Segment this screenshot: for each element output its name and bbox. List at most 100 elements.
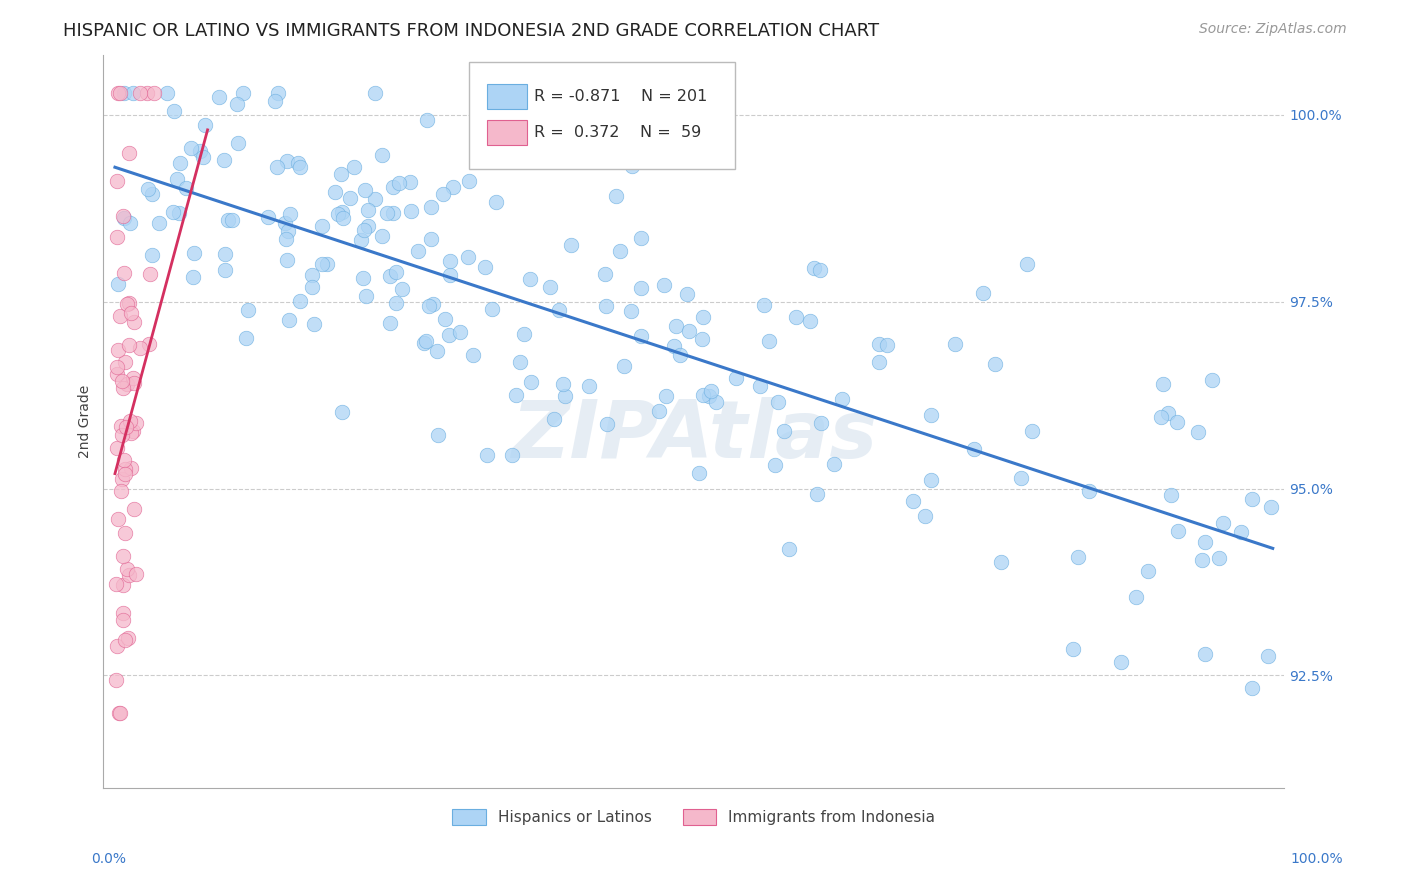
Point bbox=[118, 568, 141, 582]
Point bbox=[665, 318, 688, 333]
Point bbox=[353, 223, 375, 237]
Point bbox=[276, 252, 298, 267]
Point bbox=[105, 360, 128, 375]
Point bbox=[110, 86, 132, 100]
Point bbox=[226, 96, 249, 111]
Point bbox=[1125, 590, 1147, 604]
Point bbox=[107, 277, 129, 291]
Point bbox=[277, 313, 299, 327]
Point bbox=[221, 213, 243, 227]
Point bbox=[806, 487, 828, 501]
Point bbox=[560, 238, 582, 252]
Point bbox=[1021, 424, 1043, 438]
Legend: Hispanics or Latinos, Immigrants from Indonesia: Hispanics or Latinos, Immigrants from In… bbox=[446, 803, 942, 831]
Point bbox=[461, 348, 484, 362]
Point bbox=[808, 262, 831, 277]
Point bbox=[432, 187, 454, 202]
Point bbox=[1187, 425, 1209, 439]
Point bbox=[388, 176, 411, 190]
Point bbox=[676, 287, 699, 301]
Text: R =  0.372    N =  59: R = 0.372 N = 59 bbox=[534, 125, 702, 140]
Point bbox=[630, 329, 652, 343]
Point bbox=[763, 458, 786, 473]
Point bbox=[1109, 656, 1132, 670]
Point bbox=[278, 207, 301, 221]
Point bbox=[107, 343, 129, 358]
Point bbox=[501, 449, 523, 463]
Point bbox=[420, 200, 443, 214]
Point bbox=[128, 341, 150, 355]
FancyBboxPatch shape bbox=[470, 62, 735, 169]
Point bbox=[1241, 492, 1264, 507]
Point bbox=[114, 525, 136, 540]
Point bbox=[180, 141, 202, 155]
Point bbox=[1067, 550, 1090, 565]
Point bbox=[287, 155, 309, 169]
Point bbox=[256, 210, 278, 224]
Point bbox=[477, 448, 499, 462]
Point bbox=[183, 270, 205, 285]
Point bbox=[415, 334, 437, 348]
Point bbox=[105, 577, 128, 591]
Point bbox=[551, 377, 574, 392]
Point bbox=[332, 211, 354, 226]
Point bbox=[111, 606, 134, 620]
Point bbox=[343, 160, 366, 174]
Point bbox=[803, 260, 825, 275]
Point bbox=[439, 254, 461, 268]
Point bbox=[697, 389, 720, 403]
Point bbox=[385, 265, 408, 279]
Point bbox=[725, 370, 748, 384]
Point bbox=[1212, 516, 1234, 531]
Point bbox=[214, 247, 236, 261]
Point bbox=[669, 348, 692, 362]
Point bbox=[810, 416, 832, 430]
Point bbox=[330, 167, 353, 181]
Point bbox=[110, 419, 132, 434]
Point bbox=[778, 541, 800, 556]
Point bbox=[990, 555, 1012, 569]
Point bbox=[416, 112, 439, 127]
Point bbox=[107, 86, 129, 100]
Point bbox=[112, 86, 135, 100]
Point bbox=[194, 118, 217, 132]
Point bbox=[380, 269, 402, 284]
Point bbox=[115, 562, 138, 576]
Point bbox=[630, 281, 652, 295]
Point bbox=[420, 232, 443, 246]
Point bbox=[125, 416, 148, 430]
Point bbox=[678, 324, 700, 338]
Point bbox=[169, 155, 191, 169]
Text: HISPANIC OR LATINO VS IMMIGRANTS FROM INDONESIA 2ND GRADE CORRELATION CHART: HISPANIC OR LATINO VS IMMIGRANTS FROM IN… bbox=[63, 22, 879, 40]
Point bbox=[208, 90, 231, 104]
Text: ZIPAtlas: ZIPAtlas bbox=[510, 397, 877, 475]
Point bbox=[1257, 648, 1279, 663]
Point bbox=[920, 473, 942, 487]
Point bbox=[752, 298, 775, 312]
Point bbox=[700, 384, 723, 399]
Point bbox=[371, 228, 394, 243]
Point bbox=[509, 355, 531, 369]
Point bbox=[266, 161, 288, 175]
Point bbox=[621, 160, 644, 174]
Point bbox=[125, 567, 148, 582]
Point bbox=[437, 328, 460, 343]
Point bbox=[1015, 257, 1038, 271]
Point bbox=[1062, 642, 1084, 657]
Point bbox=[136, 86, 159, 100]
Point bbox=[439, 268, 461, 282]
Point bbox=[118, 145, 141, 160]
Point bbox=[441, 180, 464, 194]
Point bbox=[330, 405, 353, 419]
Point bbox=[115, 419, 138, 434]
Point bbox=[352, 271, 374, 285]
Point bbox=[139, 268, 162, 282]
FancyBboxPatch shape bbox=[488, 120, 527, 145]
Point bbox=[920, 409, 942, 423]
Point bbox=[381, 180, 404, 194]
Point bbox=[166, 172, 188, 186]
Point bbox=[117, 631, 139, 645]
Point bbox=[363, 193, 385, 207]
Point bbox=[692, 310, 714, 325]
FancyBboxPatch shape bbox=[488, 84, 527, 109]
